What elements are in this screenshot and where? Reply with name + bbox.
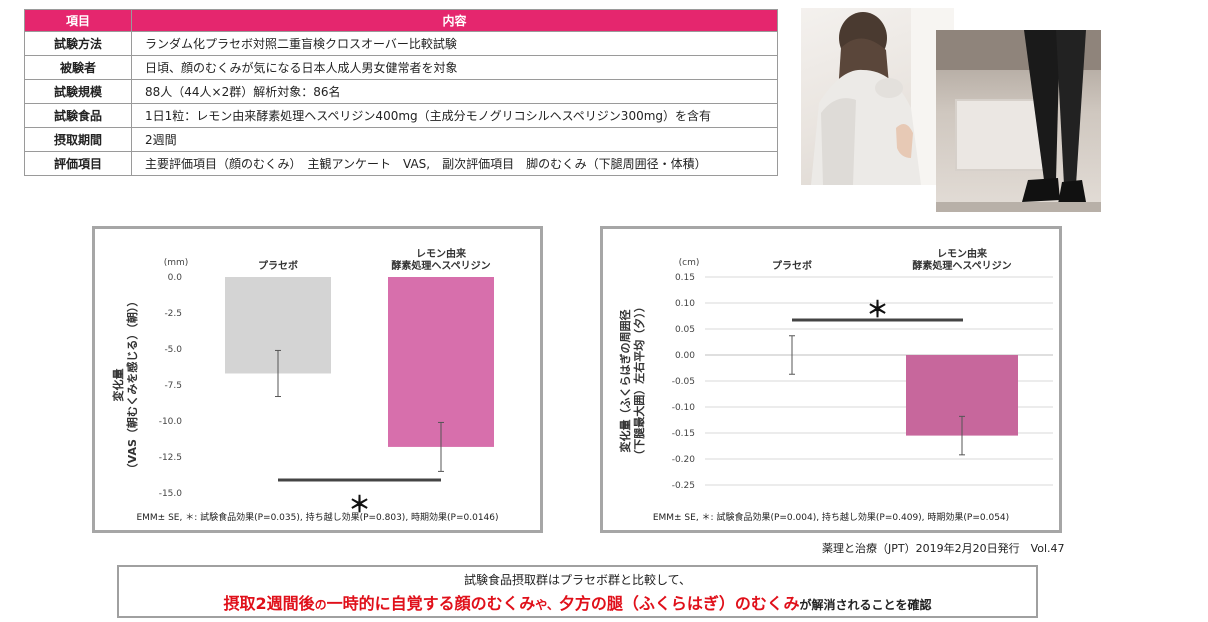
- summary-box: 試験食品摂取群はプラセボ群と比較して、 摂取2週間後の一時的に自覚する顔のむくみ…: [117, 565, 1038, 618]
- study-info-table: 項目 内容 試験方法 ランダム化プラセボ対照二重盲検クロスオーバー比較試験 被験者…: [24, 9, 778, 176]
- y-tick-label: -0.20: [672, 455, 696, 465]
- summary-conclusion: が解消されることを確認: [799, 598, 932, 612]
- category-label: レモン由来: [416, 247, 467, 260]
- y-axis-label: （下腿最大囲）左右平均（夕））: [632, 301, 646, 461]
- y-tick-label: -5.0: [164, 345, 182, 355]
- y-tick-label: -0.10: [672, 403, 696, 413]
- category-label: プラセボ: [772, 259, 812, 272]
- y-tick-label: -10.0: [159, 417, 183, 427]
- y-tick-label: 0.00: [675, 351, 695, 361]
- summary-line1: 試験食品摂取群はプラセボ群と比較して、: [463, 573, 692, 587]
- y-tick-label: -15.0: [159, 489, 183, 499]
- category-label: レモン由来: [937, 247, 988, 260]
- bar: [388, 277, 494, 447]
- summary-face-result: 一時的に自覚する顔のむくみ: [326, 594, 536, 613]
- row-value: 2週間: [131, 127, 778, 152]
- chart-face-svg: 0.0 -2.5 -5.0 -7.5 -10.0 -12.5 -15.0 (mm) 変化量 （VA…: [111, 247, 494, 518]
- summary-line2: 摂取2週間後の一時的に自覚する顔のむくみや、夕方の腿（ふくらはぎ）のむくみが解消…: [119, 590, 1036, 614]
- y-unit-label: (mm): [164, 258, 189, 268]
- table-row: 試験食品 1日1粒：レモン由来酵素処理ヘスペリジン400mg（主成分モノグリコシル…: [24, 103, 778, 128]
- table-row: 評価項目 主要評価項目（顔のむくみ） 主観アンケート VAS, 副次評価項目 脚の…: [24, 151, 778, 176]
- summary-calf-result: 夕方の腿（ふくらはぎ）のむくみ: [558, 594, 800, 613]
- summary-particle: の: [314, 598, 327, 612]
- significance-star: ＊: [348, 493, 370, 518]
- y-unit-label: (cm): [679, 258, 700, 268]
- summary-particle: や、: [535, 598, 559, 612]
- y-tick-label: -0.25: [672, 481, 695, 491]
- row-key: 評価項目: [24, 151, 132, 176]
- y-tick-label: 0.15: [675, 273, 695, 283]
- row-key: 摂取期間: [24, 127, 132, 152]
- chart-footnote: EMM± SE, ＊: 試験食品効果(P=0.035), 持ち越し効果(P=0.…: [136, 513, 499, 523]
- y-axis-label: 変化量: [111, 369, 125, 402]
- chart-calf-svg: 0.15 0.10 0.05 0.00 -0.05 -0.10 -0.15 -0.20 -0.2…: [618, 247, 1053, 491]
- table-row: 試験規模 88人（44人×2群）解析対象：86名: [24, 79, 778, 104]
- y-tick-label: -7.5: [164, 381, 182, 391]
- row-key: 試験方法: [24, 31, 132, 56]
- header-item: 項目: [24, 9, 132, 32]
- row-value: 1日1粒：レモン由来酵素処理ヘスペリジン400mg（主成分モノグリコシルヘスペリ…: [131, 103, 778, 128]
- chart-face-swelling-vas: 0.0 -2.5 -5.0 -7.5 -10.0 -12.5 -15.0 (mm) 変化量 （VA…: [92, 226, 543, 533]
- y-tick-label: -0.05: [672, 377, 695, 387]
- table-row: 被験者 日頃、顔のむくみが気になる日本人成人男女健常者を対象: [24, 55, 778, 80]
- row-value: 88人（44人×2群）解析対象：86名: [131, 79, 778, 104]
- y-tick-label: 0.0: [168, 273, 183, 283]
- y-axis-label: 変化量（ふくらはぎの周囲径: [618, 310, 632, 453]
- row-value: ランダム化プラセボ対照二重盲検クロスオーバー比較試験: [131, 31, 778, 56]
- y-axis-label: （VAS（朝むくみを感じる）（朝））: [125, 296, 139, 475]
- y-tick-label: 0.05: [675, 325, 695, 335]
- row-value: 主要評価項目（顔のむくみ） 主観アンケート VAS, 副次評価項目 脚のむくみ（…: [131, 151, 778, 176]
- category-label: 酵素処理ヘスペリジン: [391, 259, 490, 272]
- summary-period: 摂取2週間後: [223, 594, 315, 613]
- row-key: 試験食品: [24, 103, 132, 128]
- table-row: 摂取期間 2週間: [24, 127, 778, 152]
- chart-footnote: EMM± SE, ＊: 試験食品効果(P=0.004), 持ち越し効果(P=0.…: [652, 513, 1010, 523]
- row-key: 被験者: [24, 55, 132, 80]
- row-value: 日頃、顔のむくみが気になる日本人成人男女健常者を対象: [131, 55, 778, 80]
- y-tick-label: -0.15: [672, 429, 695, 439]
- photo-woman-hoodie: [801, 8, 954, 185]
- y-tick-label: -12.5: [159, 453, 182, 463]
- y-tick-label: 0.10: [675, 299, 695, 309]
- significance-star: ＊: [866, 298, 888, 323]
- table-row: 試験方法 ランダム化プラセボ対照二重盲検クロスオーバー比較試験: [24, 31, 778, 56]
- category-label: 酵素処理ヘスペリジン: [912, 259, 1011, 272]
- y-tick-label: -2.5: [164, 309, 182, 319]
- category-label: プラセボ: [258, 259, 298, 272]
- photo-legs-tights: [936, 30, 1101, 212]
- header-content: 内容: [131, 9, 778, 32]
- chart-calf-circumference: 0.15 0.10 0.05 0.00 -0.05 -0.10 -0.15 -0.20 -0.2…: [600, 226, 1062, 533]
- source-citation: 薬理と治療（JPT）2019年2月20日発行 Vol.47: [822, 542, 1065, 555]
- row-key: 試験規模: [24, 79, 132, 104]
